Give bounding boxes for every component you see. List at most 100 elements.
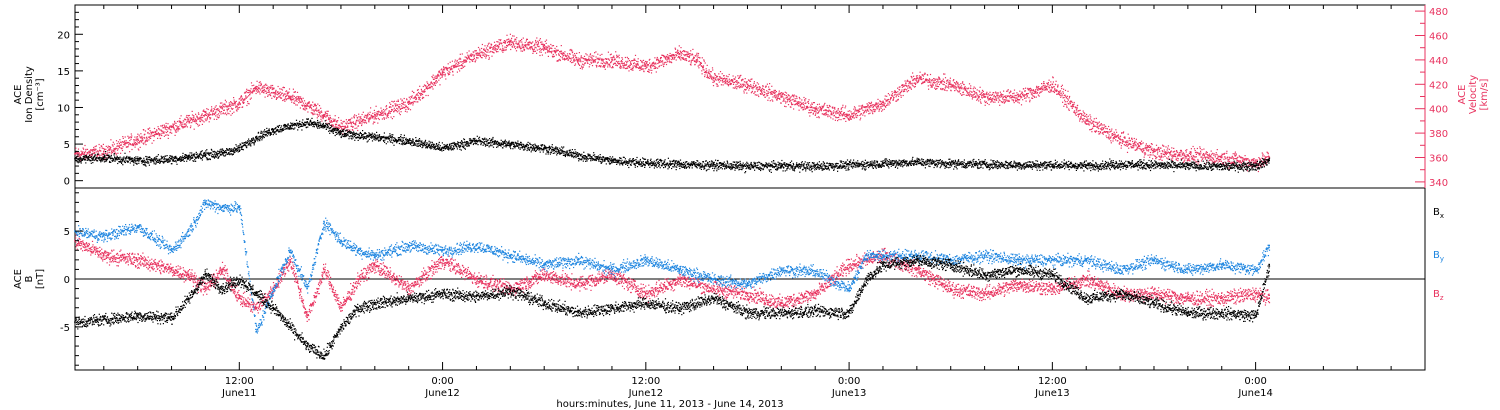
velocity-series-point: [318, 111, 320, 113]
velocity-series-point: [671, 53, 673, 56]
velocity-series-point: [508, 43, 511, 45]
velocity-series-point: [97, 150, 99, 152]
velocity-series-point: [317, 103, 319, 105]
velocity-series-point: [454, 59, 456, 61]
velocity-series-point: [952, 84, 954, 86]
velocity-series-point: [410, 96, 412, 98]
velocity-series-point: [577, 57, 579, 59]
velocity-series-point: [1109, 130, 1111, 132]
velocity-series-point: [953, 82, 956, 84]
velocity-series-point: [1242, 160, 1244, 162]
velocity-series-point: [219, 102, 222, 104]
velocity-series-point: [1068, 108, 1070, 110]
velocity-series-point: [552, 53, 554, 56]
velocity-series-point: [869, 109, 871, 111]
velocity-series-point: [954, 85, 956, 87]
velocity-series-point: [270, 84, 272, 87]
velocity-series-point: [140, 140, 142, 142]
velocity-series-point: [981, 97, 983, 99]
velocity-series-point: [765, 85, 767, 87]
velocity-series-point: [550, 47, 552, 49]
velocity-series-point: [401, 102, 403, 105]
velocity-series-point: [751, 90, 753, 92]
velocity-series-point: [1086, 123, 1088, 125]
velocity-series-point: [872, 113, 874, 115]
velocity-series-point: [202, 116, 204, 119]
velocity-series-point: [226, 106, 228, 108]
velocity-series-point: [1008, 99, 1010, 101]
velocity-series-point: [335, 123, 338, 125]
velocity-series-point: [1010, 91, 1012, 93]
velocity-series-point: [1202, 154, 1204, 156]
velocity-series-point: [407, 108, 409, 110]
velocity-series-point: [581, 63, 584, 65]
velocity-series-point: [176, 120, 179, 123]
velocity-series-point: [1094, 121, 1096, 123]
velocity-series-point: [309, 107, 311, 109]
velocity-series-point: [1171, 156, 1173, 158]
velocity-series-point: [373, 118, 375, 120]
velocity-series-point: [843, 114, 845, 116]
velocity-series-point: [179, 120, 181, 122]
velocity-series-point: [749, 80, 751, 82]
velocity-series-point: [240, 96, 242, 98]
velocity-series-point: [1259, 158, 1261, 160]
velocity-series-point: [691, 59, 693, 61]
velocity-series-point: [1242, 165, 1244, 167]
velocity-series-point: [315, 105, 317, 107]
velocity-series-point: [1000, 93, 1002, 95]
velocity-series-point: [563, 57, 565, 59]
velocity-series-point: [203, 115, 205, 117]
velocity-series-point: [832, 113, 834, 115]
velocity-series-point: [371, 116, 374, 118]
velocity-series-point: [663, 65, 665, 68]
velocity-series-point: [890, 97, 892, 99]
velocity-series-point: [668, 56, 670, 58]
velocity-series-point: [805, 102, 807, 104]
velocity-series-point: [919, 76, 921, 78]
velocity-series-point: [110, 139, 112, 141]
velocity-series-point: [786, 101, 788, 103]
velocity-series-point: [918, 80, 920, 82]
velocity-series-point: [485, 54, 487, 56]
velocity-series-point: [1205, 153, 1207, 155]
velocity-series-point: [711, 78, 713, 80]
velocity-series-point: [676, 54, 678, 56]
velocity-series-point: [592, 60, 594, 62]
velocity-series-point: [393, 111, 395, 113]
velocity-series-point: [1031, 97, 1033, 99]
velocity-series-point: [425, 94, 427, 97]
velocity-series-point: [1165, 151, 1167, 153]
velocity-series-point: [441, 68, 443, 70]
velocity-series-point: [1108, 138, 1110, 140]
velocity-series-point: [1241, 157, 1243, 159]
velocity-series-point: [1076, 107, 1078, 109]
velocity-series-point: [268, 86, 270, 88]
velocity-series-point: [1005, 95, 1007, 97]
velocity-series-point: [1256, 159, 1258, 161]
velocity-series-point: [902, 94, 904, 97]
velocity-series-point: [390, 106, 392, 108]
velocity-series-point: [224, 99, 226, 101]
velocity-series-point: [1082, 110, 1084, 112]
velocity-series-point: [176, 128, 178, 130]
velocity-series-point: [942, 83, 944, 85]
velocity-series-point: [1062, 91, 1064, 93]
velocity-series-point: [586, 59, 588, 61]
velocity-series-point: [266, 84, 268, 86]
velocity-series-point: [715, 78, 717, 80]
velocity-series-point: [220, 111, 223, 113]
velocity-series-point: [380, 113, 382, 115]
velocity-series-point: [608, 59, 610, 61]
velocity-series-point: [1175, 158, 1177, 160]
velocity-series-point: [1134, 143, 1136, 145]
velocity-series-point: [898, 89, 901, 91]
velocity-series-point: [827, 110, 829, 112]
velocity-series-point: [106, 157, 108, 159]
velocity-series-point: [721, 73, 723, 75]
velocity-series-point: [243, 99, 245, 102]
velocity-series-point: [1144, 147, 1146, 149]
velocity-series-point: [528, 41, 530, 43]
velocity-series-point: [528, 43, 530, 45]
velocity-series-point: [228, 102, 230, 104]
